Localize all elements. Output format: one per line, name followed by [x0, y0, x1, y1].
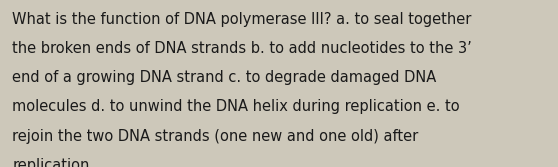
Text: replication: replication	[12, 158, 90, 167]
Text: rejoin the two DNA strands (one new and one old) after: rejoin the two DNA strands (one new and …	[12, 129, 418, 144]
Text: molecules d. to unwind the DNA helix during replication e. to: molecules d. to unwind the DNA helix dur…	[12, 99, 460, 114]
Text: What is the function of DNA polymerase III? a. to seal together: What is the function of DNA polymerase I…	[12, 12, 472, 27]
Text: end of a growing DNA strand c. to degrade damaged DNA: end of a growing DNA strand c. to degrad…	[12, 70, 436, 85]
Text: the broken ends of DNA strands b. to add nucleotides to the 3’: the broken ends of DNA strands b. to add…	[12, 41, 472, 56]
